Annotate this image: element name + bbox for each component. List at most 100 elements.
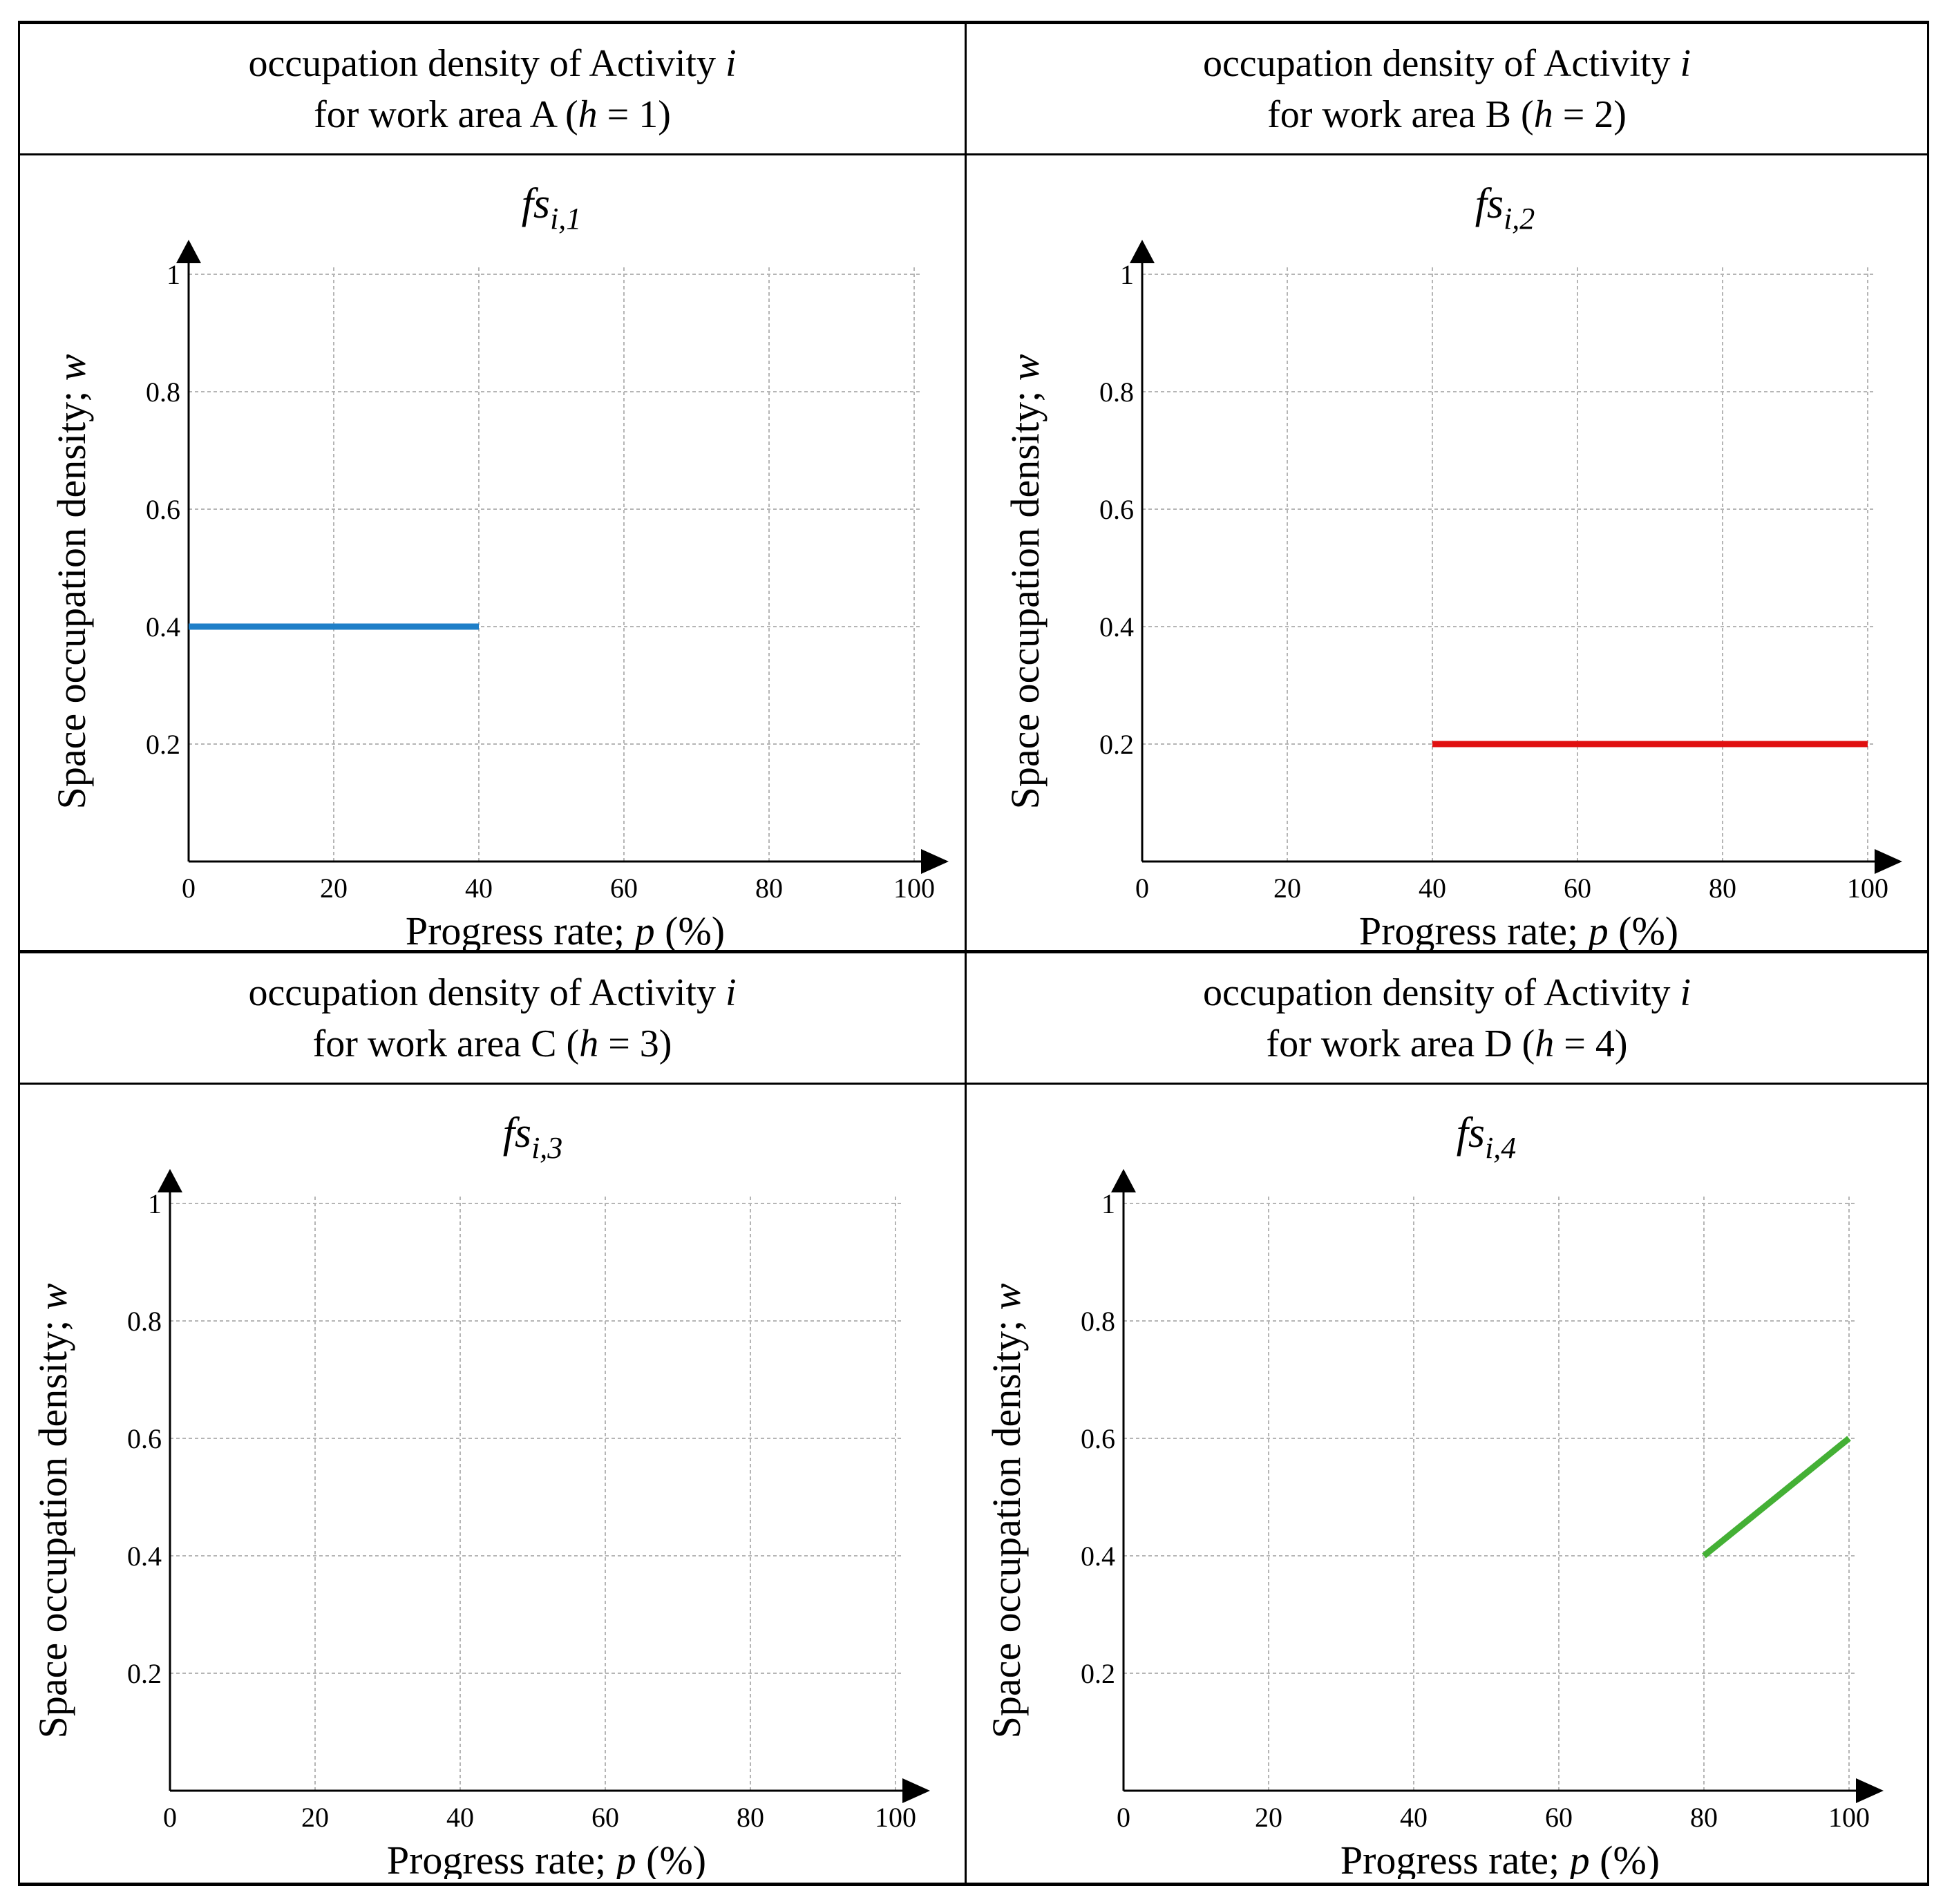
chart-title-main: fs — [522, 180, 550, 227]
header-line-2: for work area B (h = 2) — [1267, 93, 1627, 136]
y-axis-title-part: Space occupation density; — [984, 1310, 1029, 1738]
header-line-1: occupation density of Activity i — [248, 971, 737, 1014]
x-tick-label: 100 — [1847, 873, 1888, 904]
figure-grid: occupation density of Activity i for wor… — [18, 21, 1929, 1886]
y-axis-arrow-icon — [176, 240, 201, 263]
x-axis-title-part: Progress rate; — [387, 1838, 616, 1879]
x-tick-label: 20 — [301, 1802, 329, 1833]
y-tick-label: 0.8 — [146, 377, 180, 408]
y-tick-label: 0.6 — [127, 1423, 162, 1454]
chart-title: fsi,2 — [1475, 180, 1535, 236]
chart-svg: 0 20 40 60 80 100 0.2 0.4 0.6 0.8 1 fsi,4 Progress r… — [984, 1110, 1884, 1879]
x-tick-label: 80 — [737, 1802, 764, 1833]
y-axis-arrow-icon — [1130, 240, 1155, 263]
x-axis-title: Progress rate; p (%) — [1340, 1838, 1660, 1879]
x-tick-label: 60 — [1564, 873, 1591, 904]
y-tick-label: 0.2 — [146, 729, 180, 760]
x-axis-arrow-icon — [921, 849, 949, 874]
x-tick-label: 60 — [591, 1802, 619, 1833]
chart-title-main: fs — [503, 1110, 531, 1156]
y-axis-title: Space occupation density; w — [30, 1283, 75, 1738]
y-tick-label: 1 — [1101, 1188, 1115, 1219]
y-tick-label: 0.4 — [1099, 611, 1134, 642]
chart-title-subscript: i,3 — [531, 1131, 562, 1165]
panel-header: occupation density of Activity i for wor… — [967, 24, 1927, 155]
y-axis-title-part: Space occupation density; — [30, 1310, 75, 1738]
x-tick-label: 100 — [875, 1802, 916, 1833]
x-tick-label: 0 — [1135, 873, 1149, 904]
panel-work-area-a: occupation density of Activity i for wor… — [20, 24, 967, 953]
y-tick-label: 0.4 — [146, 611, 180, 642]
y-tick-label: 1 — [1120, 259, 1134, 290]
y-tick-label: 0.2 — [1099, 729, 1134, 760]
series-line-d — [1702, 1436, 1851, 1559]
y-tick-label: 0.2 — [127, 1658, 162, 1689]
y-tick-label: 0.8 — [127, 1306, 162, 1337]
header-line-2: for work area A (h = 1) — [314, 93, 671, 136]
x-axis-title-part: p — [1586, 908, 1609, 950]
x-axis-title-part: p — [632, 908, 655, 950]
y-tick-label: 0.6 — [1099, 494, 1134, 525]
y-axis-title-part: Space occupation density; — [49, 381, 94, 809]
x-axis-title: Progress rate; p (%) — [1359, 908, 1678, 950]
x-axis-title-part: Progress rate; — [1359, 908, 1589, 950]
x-tick-label: 40 — [465, 873, 493, 904]
x-tick-label: 0 — [163, 1802, 177, 1833]
chart-title: fsi,3 — [503, 1110, 563, 1165]
y-axis-title: Space occupation density; w — [984, 1283, 1029, 1738]
panel-work-area-d: occupation density of Activity i for wor… — [967, 953, 1927, 1883]
x-axis-title-part: p — [1567, 1838, 1590, 1879]
x-tick-label: 0 — [182, 873, 196, 904]
x-axis-arrow-icon — [902, 1778, 930, 1803]
header-line-1: occupation density of Activity i — [1202, 971, 1691, 1014]
y-tick-label: 0.4 — [1081, 1541, 1115, 1572]
x-tick-label: 20 — [320, 873, 348, 904]
chart-title-main: fs — [1475, 180, 1504, 227]
chart-fs-i-4: 0 20 40 60 80 100 0.2 0.4 0.6 0.8 1 fsi,4 Progress r… — [967, 1085, 1927, 1883]
x-tick-label: 40 — [1400, 1802, 1428, 1833]
x-axis-arrow-icon — [1856, 1778, 1884, 1803]
y-tick-label: 0.8 — [1081, 1306, 1115, 1337]
x-tick-label: 20 — [1255, 1802, 1282, 1833]
y-axis-title-part: w — [984, 1283, 1029, 1310]
x-tick-label: 80 — [1690, 1802, 1718, 1833]
panel-header: occupation density of Activity i for wor… — [20, 24, 965, 155]
chart-title-subscript: i,2 — [1504, 202, 1535, 236]
y-tick-label: 0.4 — [127, 1541, 162, 1572]
x-axis-title-part: (%) — [1609, 908, 1678, 950]
chart-svg: 0 20 40 60 80 100 0.2 0.4 0.6 0.8 1 fsi,3 Progress r… — [30, 1110, 930, 1879]
chart-fs-i-2: 0 20 40 60 80 100 0.2 0.4 0.6 0.8 1 fsi,2 Progress r… — [967, 155, 1927, 950]
x-tick-label: 60 — [1545, 1802, 1573, 1833]
y-tick-label: 0.6 — [1081, 1423, 1115, 1454]
x-tick-label: 40 — [446, 1802, 474, 1833]
x-tick-label: 60 — [610, 873, 638, 904]
y-tick-label: 0.8 — [1099, 377, 1134, 408]
x-tick-label: 100 — [893, 873, 935, 904]
y-tick-label: 0.2 — [1081, 1658, 1115, 1689]
header-line-1: occupation density of Activity i — [1202, 41, 1691, 85]
y-axis-arrow-icon — [1111, 1169, 1136, 1192]
panel-work-area-b: occupation density of Activity i for wor… — [967, 24, 1927, 953]
x-tick-label: 0 — [1117, 1802, 1130, 1833]
x-tick-label: 20 — [1273, 873, 1301, 904]
y-axis-title-part: w — [1003, 354, 1048, 381]
y-tick-label: 1 — [167, 259, 180, 290]
chart-title-main: fs — [1457, 1110, 1485, 1156]
y-axis-title-part: w — [49, 354, 94, 381]
chart-title: fsi,1 — [522, 180, 582, 236]
chart-fs-i-3: 0 20 40 60 80 100 0.2 0.4 0.6 0.8 1 fsi,3 Progress r… — [20, 1085, 965, 1883]
x-axis-title-part: Progress rate; — [406, 908, 635, 950]
x-tick-label: 80 — [755, 873, 783, 904]
x-axis-title-part: (%) — [636, 1838, 706, 1879]
header-line-2: for work area D (h = 4) — [1266, 1022, 1628, 1065]
chart-svg: 0 20 40 60 80 100 0.2 0.4 0.6 0.8 1 fsi,1 Progress r… — [49, 180, 949, 950]
x-axis-title-part: (%) — [655, 908, 725, 950]
y-tick-label: 0.6 — [146, 494, 180, 525]
chart-title: fsi,4 — [1457, 1110, 1517, 1165]
y-axis-title: Space occupation density; w — [49, 354, 94, 809]
x-axis-title-part: Progress rate; — [1340, 1838, 1570, 1879]
x-axis-title-part: p — [614, 1838, 636, 1879]
x-axis-arrow-icon — [1875, 849, 1902, 874]
x-tick-label: 100 — [1828, 1802, 1870, 1833]
y-axis-title-part: Space occupation density; — [1003, 381, 1048, 809]
